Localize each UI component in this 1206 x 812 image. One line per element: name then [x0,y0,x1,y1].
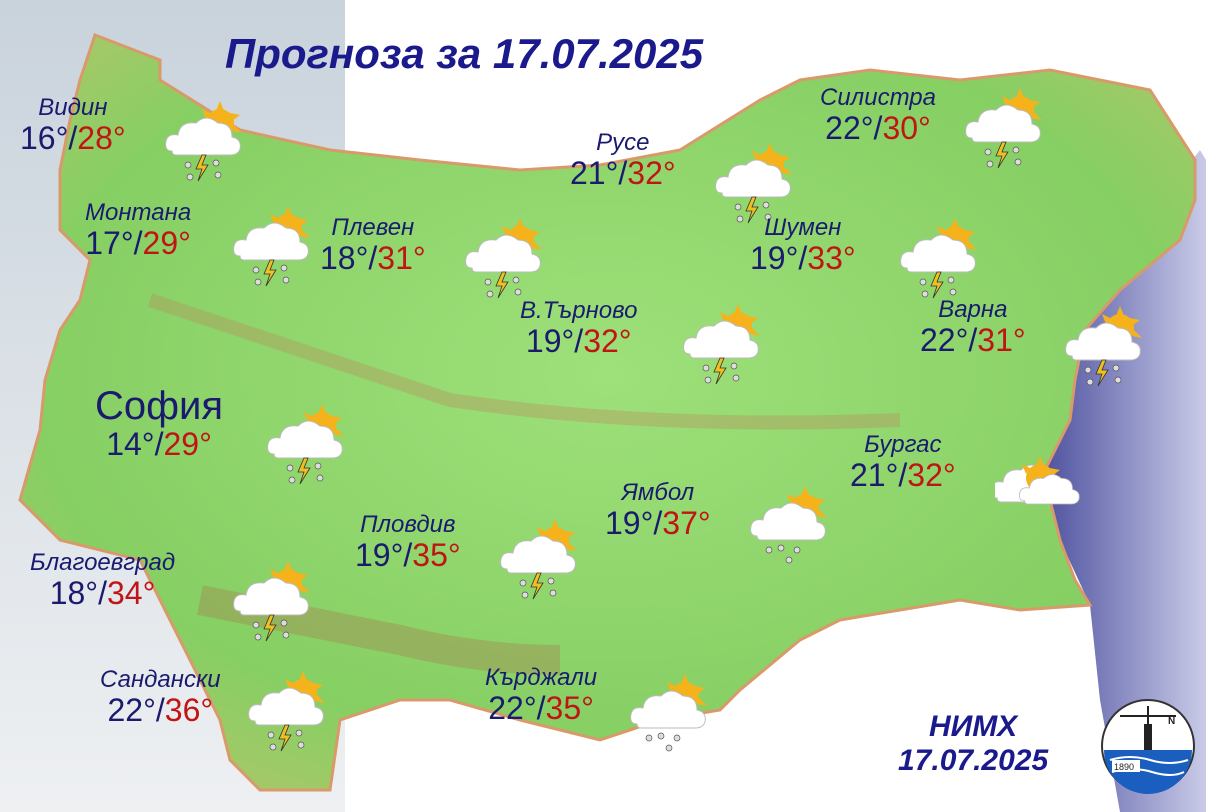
city-forecast: Ямбол 19°/37° [605,479,711,541]
city-name: Видин [38,94,108,121]
min-temp: 22° [107,692,156,728]
city-name: Пловдив [360,511,456,538]
city-temps: 18°/31° [320,240,426,276]
city-temps: 22°/35° [488,690,594,726]
city-forecast: София 14°/29° [95,385,223,461]
city-forecast: Русе 21°/32° [570,129,676,191]
city-forecast: Кърджали 22°/35° [485,664,598,726]
city-temps: 22°/30° [825,110,931,146]
city-temps: 19°/33° [750,240,856,276]
min-temp: 21° [570,155,619,191]
city-temps: 16°/28° [20,120,126,156]
city-forecast: Видин 16°/28° [20,94,126,156]
city-forecast: Благоевград 18°/34° [30,549,176,611]
max-temp: 35° [545,690,594,726]
city-temps: 19°/35° [355,537,461,573]
black-sea [990,150,1206,812]
max-temp: 31° [977,322,1026,358]
city-temps: 21°/32° [570,155,676,191]
city-name: София [95,384,224,428]
city-name: Бургас [864,431,942,458]
city-name: Шумен [764,214,842,241]
max-temp: 37° [662,505,711,541]
min-temp: 22° [825,110,874,146]
city-forecast: Пловдив 19°/35° [355,511,461,573]
city-name: Плевен [331,214,415,241]
city-forecast: Плевен 18°/31° [320,214,426,276]
footer-org: НИМХ [928,710,1018,743]
max-temp: 31° [377,240,426,276]
thunderstorm-icon [228,555,318,645]
city-forecast: Сандански 22°/36° [100,666,221,728]
city-temps: 19°/32° [525,323,632,359]
thunderstorm-icon [460,212,550,302]
thunderstorm-icon [1060,300,1150,390]
city-temps: 14°/29° [106,426,212,462]
max-temp: 32° [627,155,676,191]
rain-showers-icon [745,480,835,570]
min-temp: 14° [106,426,155,462]
city-forecast: Силистра 22°/30° [820,84,936,146]
bulgaria-land [18,33,1197,792]
nimh-logo: N 1890 [1101,699,1195,794]
city-forecast: Монтана 17°/29° [85,199,192,261]
city-name: Монтана [85,199,192,226]
max-temp: 29° [163,426,212,462]
min-temp: 21° [850,457,899,493]
min-temp: 22° [488,690,537,726]
logo-north: N [1168,716,1175,727]
thunderstorm-icon [678,298,768,388]
city-temps: 19°/37° [605,505,711,541]
min-temp: 19° [355,537,404,573]
min-temp: 16° [20,120,69,156]
city-temps: 21°/32° [850,457,956,493]
min-temp: 19° [525,323,575,359]
max-temp: 36° [164,692,214,728]
thunderstorm-icon [960,82,1050,172]
max-temp: 34° [106,575,156,611]
partly-cloudy-icon [995,430,1085,520]
rain-showers-icon [625,668,715,758]
footer-date: 17.07.2025 [898,744,1049,777]
city-name: В.Търново [520,297,638,324]
city-forecast: Шумен 19°/33° [750,214,856,276]
footer: НИМХ 17.07.2025 [898,710,1048,778]
min-temp: 17° [85,225,134,261]
thunderstorm-icon [243,665,333,755]
thunderstorm-icon [262,398,352,488]
city-name: Силистра [820,84,936,111]
thunderstorm-icon [160,95,250,185]
max-temp: 35° [412,537,461,573]
city-temps: 22°/36° [107,692,214,728]
max-temp: 28° [77,120,126,156]
max-temp: 30° [882,110,931,146]
city-name: Ямбол [621,479,695,506]
logo-year: 1890 [1114,762,1134,772]
max-temp: 32° [583,323,632,359]
min-temp: 18° [320,240,369,276]
city-name: Русе [596,129,650,156]
city-name: Сандански [100,666,221,693]
max-temp: 29° [142,225,191,261]
max-temp: 32° [907,457,956,493]
city-forecast: Бургас 21°/32° [850,431,956,493]
city-forecast: Варна 22°/31° [920,296,1026,358]
max-temp: 33° [807,240,856,276]
city-forecast: В.Търново 19°/32° [520,297,638,359]
min-temp: 18° [49,575,99,611]
city-name: Благоевград [30,549,176,576]
city-temps: 17°/29° [85,225,191,261]
min-temp: 22° [920,322,969,358]
min-temp: 19° [750,240,799,276]
city-name: Варна [938,296,1008,323]
thunderstorm-icon [895,212,985,302]
city-temps: 22°/31° [920,322,1026,358]
city-temps: 18°/34° [49,575,156,611]
forecast-title: Прогноза за 17.07.2025 [225,30,704,77]
thunderstorm-icon [495,513,585,603]
thunderstorm-icon [228,200,318,290]
min-temp: 19° [605,505,654,541]
city-name: Кърджали [485,664,598,691]
